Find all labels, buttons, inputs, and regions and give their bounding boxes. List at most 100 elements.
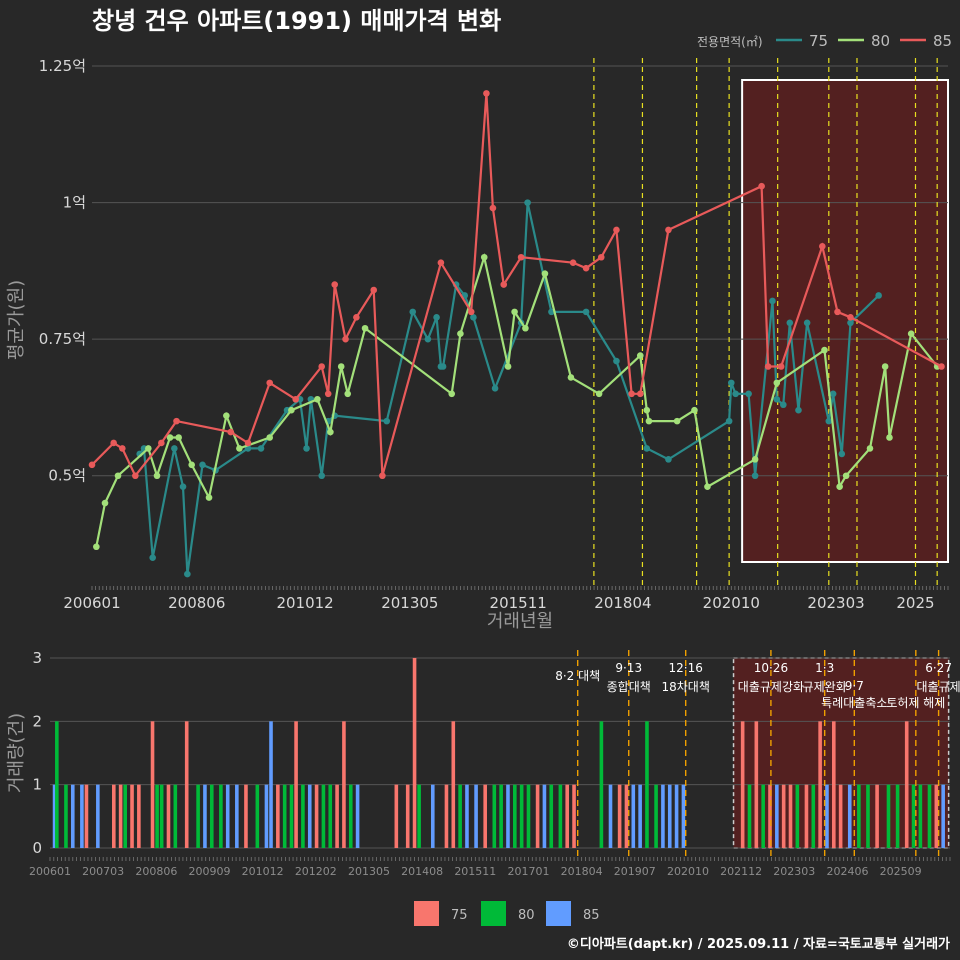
- event-name-label: 규제완화: [803, 680, 847, 694]
- volume-bar-75: [617, 784, 622, 848]
- volume-bar-75: [276, 784, 280, 848]
- data-point-75: [665, 456, 672, 463]
- volume-bar-85: [775, 784, 779, 848]
- volume-bar-75: [150, 721, 155, 848]
- price-line-chart: 0.5억 0.75억 1억 1.25억 200601 200806 201012 201305…: [6, 32, 952, 632]
- volume-bar-75: [137, 784, 141, 848]
- data-point-85: [342, 335, 349, 343]
- data-point-85: [636, 390, 644, 398]
- data-point-85: [132, 472, 139, 480]
- y-tick-label: 1억: [63, 194, 86, 212]
- x-tick-label: 201804: [594, 594, 651, 612]
- volume-bar-80: [519, 784, 524, 848]
- volume-bar-80: [282, 784, 287, 848]
- volume-bar-80: [918, 784, 923, 848]
- event-name-label: 종합대책: [607, 679, 651, 694]
- data-point-80: [153, 472, 161, 480]
- volume-bar-80: [886, 784, 891, 848]
- event-name-label: 18차대책: [662, 679, 710, 694]
- x-tick-label-bottom: 202112: [720, 865, 762, 878]
- x-tick-label: 2025: [896, 594, 934, 612]
- event-date-label: 1·3: [815, 661, 834, 675]
- data-point-80: [522, 324, 529, 332]
- volume-bar-85: [80, 784, 84, 848]
- data-point-75: [732, 390, 739, 398]
- volume-bar-85: [430, 784, 435, 848]
- data-point-85: [569, 259, 577, 267]
- volume-bar-80: [155, 784, 159, 848]
- data-point-85: [173, 417, 180, 425]
- data-point-85: [597, 253, 605, 261]
- data-point-85: [266, 379, 274, 387]
- volume-bar-80: [599, 721, 604, 848]
- data-point-75: [199, 461, 206, 469]
- volume-bar-chart: 0 1 2 3 8·2 대책 9·13 종합대책 12·16 18차대책 10·26 대출규제강화 1…: [6, 649, 960, 926]
- data-point-75: [847, 319, 854, 327]
- x-tick-label: 202303: [807, 594, 864, 612]
- volume-bar-85: [203, 784, 207, 848]
- event-name-label: 특례대출축소: [821, 696, 887, 710]
- data-point-80: [636, 352, 644, 359]
- x-tick-label: 200601: [63, 594, 120, 612]
- data-point-80: [327, 428, 334, 436]
- volume-bar-75: [394, 784, 399, 848]
- volume-bar-80: [654, 784, 658, 848]
- x-tick-label-bottom: 201305: [348, 865, 390, 878]
- volume-bar-75: [342, 721, 346, 848]
- x-tick-label-bottom: 201701: [507, 865, 549, 878]
- data-point-80: [907, 330, 915, 338]
- data-point-80: [541, 270, 549, 277]
- volume-bar-75: [314, 784, 319, 848]
- data-point-75: [171, 445, 178, 452]
- volume-bar-85: [474, 784, 478, 848]
- volume-bar-75: [838, 784, 843, 848]
- volume-bar-75: [781, 784, 786, 848]
- data-point-85: [834, 308, 841, 316]
- data-point-75: [803, 319, 811, 327]
- x-tick-label-bottom: 201907: [614, 865, 656, 878]
- volume-bar-75: [444, 784, 449, 848]
- volume-bar-85: [355, 784, 360, 848]
- data-point-85: [613, 226, 620, 234]
- volume-bar-85: [506, 784, 510, 848]
- volume-bar-85: [681, 784, 686, 848]
- x-tick-label: 201305: [381, 594, 438, 612]
- event-date-label: 12·16: [669, 661, 703, 675]
- volume-bar-85: [264, 784, 269, 848]
- x-tick-label-bottom: 202010: [667, 865, 709, 878]
- data-point-80: [595, 390, 603, 398]
- volume-bar-75: [118, 784, 123, 848]
- volume-bar-80: [417, 784, 421, 848]
- data-point-80: [145, 445, 152, 452]
- data-point-85: [110, 439, 117, 447]
- data-point-85: [467, 308, 475, 316]
- data-point-75: [470, 314, 477, 321]
- data-point-80: [673, 417, 681, 425]
- volume-bar-80: [123, 784, 127, 848]
- data-point-80: [886, 434, 893, 441]
- data-point-80: [188, 461, 195, 469]
- volume-bar-85: [667, 784, 672, 848]
- data-point-80: [448, 390, 456, 398]
- legend-label-bottom-85: 85: [583, 908, 600, 923]
- data-point-80: [567, 374, 575, 381]
- volume-bar-80: [458, 784, 462, 848]
- x-tick-label-bottom: 200703: [82, 865, 124, 878]
- data-point-85: [764, 363, 772, 370]
- volume-bar-80: [289, 784, 294, 848]
- volume-bar-80: [911, 784, 916, 848]
- x-tick-label-bottom: 201804: [561, 865, 603, 878]
- data-point-80: [643, 406, 651, 414]
- volume-bar-80: [761, 784, 765, 848]
- volume-bar-80: [173, 784, 178, 848]
- data-point-80: [645, 417, 653, 425]
- data-point-75: [795, 406, 802, 414]
- data-point-85: [318, 363, 326, 370]
- data-point-80: [842, 472, 850, 480]
- volume-bar-85: [661, 784, 665, 848]
- volume-bar-80: [219, 784, 223, 848]
- data-point-75: [424, 335, 432, 343]
- volume-bar-85: [52, 784, 57, 848]
- volume-bar-75: [875, 784, 879, 848]
- y-tick-label-bottom: 2: [32, 712, 42, 730]
